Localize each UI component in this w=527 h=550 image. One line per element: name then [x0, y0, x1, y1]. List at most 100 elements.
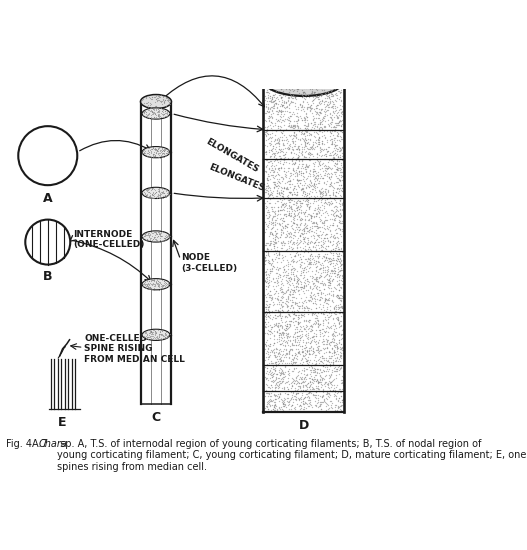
Point — [307, 78, 315, 86]
Point — [303, 68, 311, 76]
Point — [264, 90, 272, 99]
Point — [269, 77, 278, 86]
Point — [145, 284, 154, 293]
Point — [145, 327, 154, 336]
Point — [299, 65, 307, 74]
Point — [272, 287, 281, 295]
Point — [268, 125, 276, 134]
Point — [334, 166, 343, 174]
Point — [326, 371, 334, 380]
Point — [272, 99, 281, 108]
Point — [264, 182, 272, 191]
Point — [337, 294, 345, 302]
Point — [335, 272, 343, 280]
Point — [320, 106, 328, 115]
Point — [321, 169, 329, 178]
Point — [315, 359, 324, 367]
Point — [285, 317, 294, 326]
Point — [307, 130, 315, 139]
Point — [292, 176, 301, 185]
Point — [292, 190, 300, 199]
Point — [149, 108, 158, 117]
Point — [268, 373, 277, 382]
Point — [282, 184, 291, 192]
Point — [310, 65, 319, 74]
Point — [282, 332, 291, 341]
Point — [309, 74, 317, 83]
Point — [282, 84, 290, 93]
Point — [338, 201, 347, 210]
Point — [298, 365, 307, 374]
Point — [271, 155, 279, 163]
Point — [325, 100, 333, 108]
Point — [285, 353, 293, 362]
Point — [262, 341, 270, 350]
Point — [162, 334, 171, 343]
Point — [337, 238, 346, 247]
Point — [267, 245, 275, 254]
Point — [333, 343, 341, 351]
Point — [147, 94, 155, 103]
Point — [319, 394, 328, 403]
Point — [265, 113, 273, 122]
Point — [161, 332, 169, 341]
Point — [287, 96, 296, 105]
Point — [316, 293, 324, 301]
Point — [149, 109, 157, 118]
Point — [281, 342, 289, 350]
Point — [302, 74, 311, 82]
Point — [285, 400, 294, 409]
Point — [153, 279, 161, 288]
Point — [317, 287, 325, 296]
Point — [306, 177, 314, 185]
Point — [318, 137, 326, 146]
Point — [277, 163, 285, 172]
Point — [262, 156, 271, 165]
Point — [295, 336, 304, 345]
Point — [334, 397, 343, 405]
Point — [289, 310, 298, 318]
Point — [161, 106, 170, 115]
Point — [262, 246, 271, 255]
Point — [262, 366, 271, 375]
Point — [267, 395, 275, 404]
Point — [300, 370, 308, 378]
Point — [278, 339, 286, 348]
Point — [314, 258, 323, 267]
Point — [337, 133, 345, 141]
Point — [285, 120, 294, 129]
Point — [331, 134, 339, 143]
Point — [264, 176, 272, 185]
Point — [323, 208, 331, 217]
Point — [158, 107, 167, 116]
Point — [284, 167, 292, 176]
Point — [334, 263, 342, 272]
Point — [334, 108, 343, 117]
Point — [162, 192, 170, 201]
Point — [145, 328, 154, 337]
Point — [290, 157, 299, 166]
Point — [319, 74, 327, 83]
Point — [336, 229, 345, 238]
Point — [327, 135, 336, 144]
Point — [312, 104, 320, 113]
Point — [324, 241, 332, 250]
Point — [160, 280, 169, 289]
Point — [328, 331, 336, 339]
Point — [277, 87, 285, 96]
Point — [272, 168, 281, 177]
Point — [277, 346, 285, 355]
Point — [307, 326, 316, 334]
Point — [284, 397, 292, 406]
Point — [142, 333, 151, 342]
Point — [266, 392, 274, 400]
Point — [162, 148, 171, 157]
Point — [336, 267, 344, 276]
Point — [154, 276, 162, 285]
Point — [333, 344, 341, 353]
Point — [148, 194, 156, 202]
Point — [282, 81, 291, 90]
Point — [286, 86, 294, 95]
Point — [269, 68, 277, 77]
Point — [288, 206, 297, 215]
